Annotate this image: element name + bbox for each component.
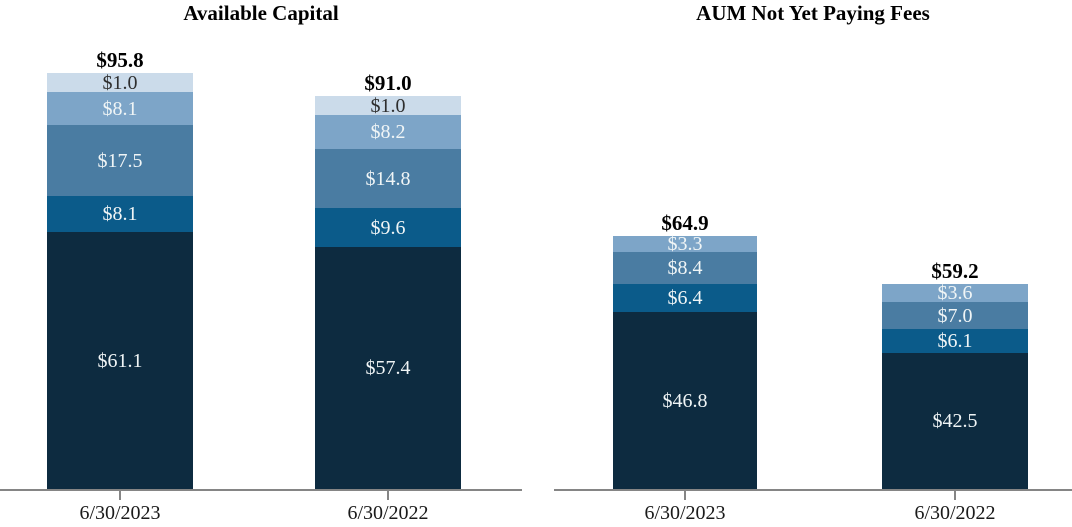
bar-segment: $8.1 — [47, 92, 193, 125]
bar-segment: $46.8 — [613, 312, 757, 489]
bar-segment: $8.4 — [613, 252, 757, 284]
bar-segment: $14.8 — [315, 149, 461, 208]
x-axis-label: 6/30/2022 — [914, 502, 996, 524]
bar-segment: $6.4 — [613, 284, 757, 312]
bar-segment: $57.4 — [315, 247, 461, 489]
segment-value-label: $46.8 — [662, 389, 708, 412]
segment-value-label: $8.2 — [370, 121, 406, 143]
bar-total-label: $59.2 — [931, 259, 979, 283]
segment-value-label: $7.0 — [937, 304, 973, 327]
axis-tick — [387, 491, 389, 500]
bar-total-label: $95.8 — [96, 48, 144, 72]
bar-total-label: $91.0 — [364, 71, 412, 95]
segment-value-label: $9.6 — [370, 216, 406, 239]
stacked-bar: $1.0 $8.2 $14.8 $9.6 $57.4 — [315, 96, 461, 489]
bar-segment: $8.1 — [47, 196, 193, 232]
axis-tick — [954, 491, 956, 500]
axis-tick — [119, 491, 121, 500]
chart-title-aum-not-yet-paying-fees: AUM Not Yet Paying Fees — [696, 1, 930, 25]
x-axis-label: 6/30/2022 — [347, 502, 429, 524]
segment-value-label: $6.1 — [937, 330, 973, 352]
x-axis-left — [0, 489, 522, 491]
segment-value-label: $6.4 — [667, 287, 703, 309]
segment-value-label: $3.6 — [937, 282, 973, 304]
segment-value-label: $1.0 — [370, 94, 406, 117]
segment-value-label: $8.1 — [102, 203, 138, 225]
bar-segment: $3.6 — [882, 282, 1028, 304]
stacked-bar: $3.3 $8.4 $6.4 $46.8 — [613, 233, 757, 489]
x-axis-right — [554, 489, 1072, 491]
bar-segment: $9.6 — [315, 208, 461, 247]
x-axis-label: 6/30/2023 — [644, 502, 726, 524]
bar-segment: $8.2 — [315, 115, 461, 149]
chart-title-available-capital: Available Capital — [183, 1, 339, 25]
bar-segment: $42.5 — [882, 353, 1028, 489]
segment-value-label: $42.5 — [932, 410, 978, 432]
bar-segment: $7.0 — [882, 302, 1028, 329]
bar-total-label: $64.9 — [661, 211, 709, 235]
segment-value-label: $17.5 — [97, 149, 143, 172]
bar-segment: $61.1 — [47, 232, 193, 489]
segment-value-label: $61.1 — [97, 349, 143, 372]
segment-value-label: $8.1 — [102, 97, 138, 120]
segment-value-label: $57.4 — [365, 357, 411, 379]
bar-segment: $6.1 — [882, 329, 1028, 353]
segment-value-label: $3.3 — [667, 233, 703, 255]
bar-segment: $1.0 — [47, 71, 193, 94]
x-axis-label: 6/30/2023 — [79, 502, 161, 524]
segment-value-label: $8.4 — [667, 257, 703, 279]
stacked-bar: $1.0 $8.1 $17.5 $8.1 $61.1 — [47, 73, 193, 489]
bar-segment: $3.3 — [613, 233, 757, 255]
bar-segment: $17.5 — [47, 125, 193, 196]
segment-value-label: $1.0 — [102, 71, 138, 94]
stacked-bar: $3.6 $7.0 $6.1 $42.5 — [882, 282, 1028, 489]
axis-tick — [684, 491, 686, 500]
bar-segment: $1.0 — [315, 94, 461, 117]
segment-value-label: $14.8 — [365, 167, 411, 190]
